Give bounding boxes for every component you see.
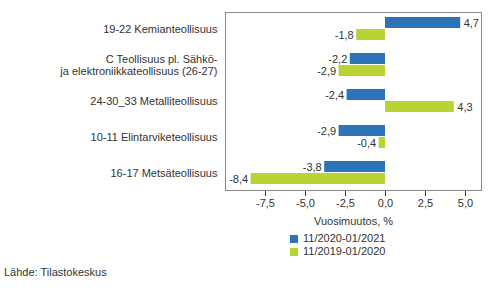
- html-text:Lähde: Tilastokeskus: Lähde: Tilastokeskus: [4, 266, 107, 278]
- svg-text:4,3: 4,3: [457, 101, 472, 113]
- svg-text:19-22 Kemianteollisuus: 19-22 Kemianteollisuus: [103, 23, 218, 35]
- svg-text:16-17 Metsäteollisuus: 16-17 Metsäteollisuus: [110, 167, 218, 179]
- svg-text:-2,5: -2,5: [336, 197, 355, 209]
- svg-text:24-30_33 Metalliteollisuus: 24-30_33 Metalliteollisuus: [90, 95, 218, 107]
- svg-text:4,7: 4,7: [464, 17, 479, 29]
- svg-text:C Teollisuus pl. Sähkö-ja elek: C Teollisuus pl. Sähkö-ja elektroniikkat…: [59, 53, 217, 77]
- svg-text:-5,0: -5,0: [296, 197, 315, 209]
- svg-text:5,0: 5,0: [458, 197, 473, 209]
- html-text:11/2020-01/2021: 11/2020-01/2021: [303, 232, 386, 244]
- svg-text:-2,2: -2,2: [328, 53, 347, 65]
- svg-text:2,5: 2,5: [418, 197, 433, 209]
- svg-text:-2,9: -2,9: [317, 65, 336, 77]
- svg-text:-3,8: -3,8: [303, 161, 322, 173]
- svg-text:-2,9: -2,9: [317, 125, 336, 137]
- svg-text:-7,5: -7,5: [256, 197, 275, 209]
- svg-text:0,0: 0,0: [378, 197, 393, 209]
- html-text:11/2019-01/2020: 11/2019-01/2020: [303, 245, 386, 257]
- svg-text:10-11 Elintarviketeollisuus: 10-11 Elintarviketeollisuus: [91, 131, 218, 143]
- svg-text:-1,8: -1,8: [335, 29, 354, 41]
- svg-text:Vuosimuutos, %: Vuosimuutos, %: [314, 215, 393, 227]
- svg-text:-0,4: -0,4: [357, 137, 376, 149]
- svg-text:-8,4: -8,4: [229, 173, 248, 185]
- svg-text:-2,4: -2,4: [325, 89, 344, 101]
